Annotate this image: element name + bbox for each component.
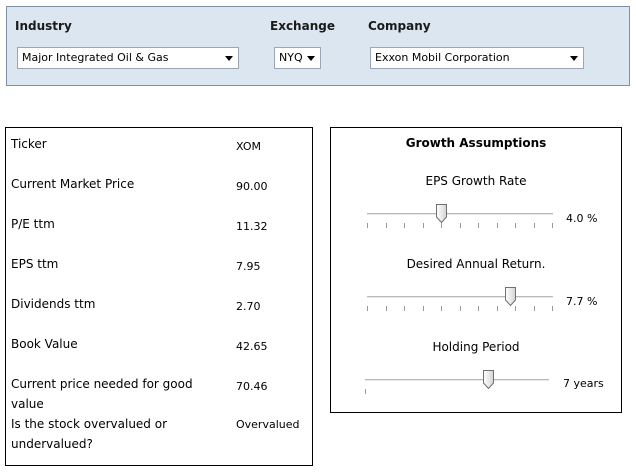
holding-period-slider[interactable] — [365, 369, 549, 399]
eps-growth-label: EPS Growth Rate — [425, 174, 527, 188]
good-value-price-label: Current price needed for good value — [11, 377, 193, 411]
slider-tick — [552, 306, 553, 311]
desired-return-value: 7.7 % — [566, 295, 598, 308]
pe-label: P/E ttm — [11, 217, 55, 231]
market-price-label: Current Market Price — [11, 177, 135, 191]
book-value-label: Book Value — [11, 337, 78, 351]
exchange-value: NYQ — [279, 51, 303, 64]
slider-track — [367, 213, 553, 215]
slider-tick — [365, 389, 366, 394]
stock-info-panel: Ticker XOM Current Market Price 90.00 P/… — [5, 127, 313, 466]
good-value-price-value: 70.46 — [236, 380, 268, 393]
growth-assumptions-panel: Growth Assumptions EPS Growth Rate 4.0 %… — [330, 127, 622, 413]
selector-panel: Industry Major Integrated Oil & Gas Exch… — [6, 6, 630, 86]
growth-title: Growth Assumptions — [405, 136, 547, 150]
desired-return-slider[interactable] — [367, 286, 553, 316]
slider-tick — [423, 306, 424, 311]
holding-period-label: Holding Period — [432, 340, 520, 354]
valuation-value: Overvalued — [236, 418, 300, 431]
dividends-label: Dividends ttm — [11, 297, 96, 311]
slider-tick — [460, 223, 461, 228]
company-label: Company — [368, 19, 431, 33]
slider-tick — [534, 223, 535, 228]
slider-tick — [478, 306, 479, 311]
slider-tick — [367, 306, 368, 311]
slider-tick — [497, 306, 498, 311]
dividends-value: 2.70 — [236, 300, 261, 313]
desired-return-label: Desired Annual Return. — [406, 257, 546, 271]
eps-growth-value: 4.0 % — [566, 212, 598, 225]
slider-track — [367, 296, 553, 298]
exchange-dropdown[interactable]: NYQ — [274, 47, 321, 69]
book-value-value: 42.65 — [236, 340, 268, 353]
slider-tick — [515, 306, 516, 311]
slider-tick — [460, 306, 461, 311]
exchange-label: Exchange — [270, 19, 335, 33]
slider-thumb[interactable] — [436, 204, 447, 224]
slider-thumb[interactable] — [483, 370, 494, 390]
slider-tick — [534, 306, 535, 311]
industry-label: Industry — [15, 19, 72, 33]
slider-tick — [552, 223, 553, 228]
slider-tick — [423, 223, 424, 228]
holding-period-value: 7 years — [563, 377, 604, 390]
industry-value: Major Integrated Oil & Gas — [22, 51, 169, 64]
company-value: Exxon Mobil Corporation — [375, 51, 510, 64]
slider-tick — [404, 306, 405, 311]
slider-tick — [515, 223, 516, 228]
slider-tick — [441, 223, 442, 228]
slider-thumb[interactable] — [505, 287, 516, 307]
ticker-label: Ticker — [11, 137, 47, 151]
slider-tick — [367, 223, 368, 228]
pe-value: 11.32 — [236, 220, 268, 233]
chevron-down-icon — [307, 56, 315, 61]
slider-tick — [386, 223, 387, 228]
slider-tick — [404, 223, 405, 228]
chevron-down-icon — [225, 56, 233, 61]
market-price-value: 90.00 — [236, 180, 268, 193]
ticker-value: XOM — [236, 140, 261, 153]
slider-tick — [386, 306, 387, 311]
industry-dropdown[interactable]: Major Integrated Oil & Gas — [17, 47, 239, 69]
slider-tick — [441, 306, 442, 311]
eps-growth-slider[interactable] — [367, 203, 553, 233]
company-dropdown[interactable]: Exxon Mobil Corporation — [370, 47, 584, 69]
slider-track — [365, 379, 549, 381]
slider-tick — [478, 223, 479, 228]
slider-tick — [497, 223, 498, 228]
eps-value: 7.95 — [236, 260, 261, 273]
chevron-down-icon — [570, 56, 578, 61]
eps-label: EPS ttm — [11, 257, 59, 271]
valuation-label: Is the stock overvalued or undervalued? — [11, 417, 168, 451]
